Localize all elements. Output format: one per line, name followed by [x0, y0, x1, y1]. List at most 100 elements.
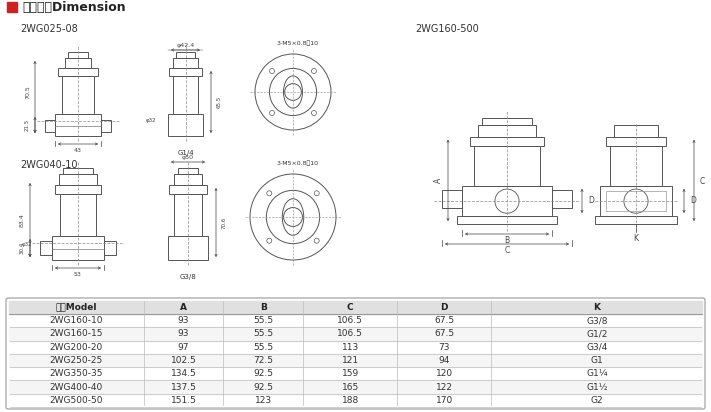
Bar — [104, 241, 116, 255]
Text: 92.5: 92.5 — [253, 369, 274, 378]
Text: A: A — [434, 178, 443, 183]
Bar — [173, 58, 198, 68]
Bar — [45, 120, 55, 132]
Text: 122: 122 — [436, 383, 453, 391]
Bar — [614, 125, 658, 137]
Text: 120: 120 — [436, 369, 453, 378]
Text: 170: 170 — [435, 396, 453, 405]
Text: G1: G1 — [591, 356, 604, 365]
Text: C: C — [700, 177, 705, 186]
Text: 2WG250-25: 2WG250-25 — [49, 356, 102, 365]
Text: 73: 73 — [439, 343, 450, 352]
Bar — [68, 52, 88, 58]
Text: 55.5: 55.5 — [253, 330, 274, 338]
Text: B: B — [260, 302, 267, 311]
Bar — [474, 146, 540, 186]
Text: 92.5: 92.5 — [253, 383, 274, 391]
Text: 123: 123 — [255, 396, 272, 405]
Bar — [470, 137, 544, 146]
Bar — [52, 236, 104, 260]
Text: 55.5: 55.5 — [253, 316, 274, 325]
Bar — [600, 186, 672, 216]
Text: 113: 113 — [342, 343, 359, 352]
Text: 134.5: 134.5 — [171, 369, 196, 378]
Bar — [9, 380, 702, 394]
Text: 外型尺寸Dimension: 外型尺寸Dimension — [22, 0, 126, 14]
Text: 106.5: 106.5 — [337, 316, 363, 325]
Text: 2WG200-20: 2WG200-20 — [49, 343, 102, 352]
Text: 137.5: 137.5 — [171, 383, 196, 391]
Text: 3-M5×0.8深10: 3-M5×0.8深10 — [277, 160, 319, 166]
Text: 72.5: 72.5 — [253, 356, 274, 365]
Text: 93: 93 — [178, 330, 189, 338]
Bar — [178, 168, 198, 174]
Bar — [40, 241, 52, 255]
Text: 67.5: 67.5 — [434, 316, 454, 325]
Bar — [168, 236, 208, 260]
Text: 93: 93 — [178, 316, 189, 325]
Bar — [610, 146, 662, 186]
Text: D: D — [440, 302, 448, 311]
Text: 2WG025-08: 2WG025-08 — [20, 24, 77, 34]
FancyBboxPatch shape — [6, 298, 705, 409]
Bar — [169, 68, 202, 76]
Text: 55.5: 55.5 — [253, 343, 274, 352]
Text: G3/8: G3/8 — [587, 316, 608, 325]
Text: G1¼: G1¼ — [587, 369, 608, 378]
Text: 65.5: 65.5 — [217, 96, 222, 108]
Text: K: K — [594, 302, 601, 311]
Bar — [552, 190, 572, 208]
Text: φ50: φ50 — [182, 155, 194, 160]
Text: 2WG040-10: 2WG040-10 — [20, 160, 77, 170]
Text: φ42.4: φ42.4 — [176, 43, 195, 48]
Text: 159: 159 — [342, 369, 359, 378]
Bar — [55, 185, 101, 194]
Text: 2WG160-15: 2WG160-15 — [49, 330, 102, 338]
Bar — [174, 174, 202, 185]
Text: D: D — [690, 197, 696, 205]
Bar — [62, 76, 94, 114]
Bar — [60, 194, 96, 236]
Bar — [176, 52, 195, 58]
Text: 2WG400-40: 2WG400-40 — [49, 383, 102, 391]
Bar — [55, 114, 101, 136]
Bar — [595, 216, 677, 224]
Text: 2WG160-10: 2WG160-10 — [49, 316, 102, 325]
Bar — [457, 216, 557, 224]
Bar — [442, 190, 462, 208]
Text: φ32: φ32 — [21, 241, 32, 246]
Text: 165: 165 — [342, 383, 359, 391]
Text: G1/4: G1/4 — [177, 150, 194, 156]
Text: 188: 188 — [342, 396, 359, 405]
Text: 83.4: 83.4 — [20, 213, 25, 227]
Text: 121: 121 — [342, 356, 359, 365]
Bar — [169, 185, 207, 194]
Text: 70.5: 70.5 — [25, 85, 30, 99]
Bar — [9, 327, 702, 341]
Bar — [173, 76, 198, 114]
Bar — [9, 354, 702, 367]
Text: 67.5: 67.5 — [434, 330, 454, 338]
Text: 型号Model: 型号Model — [55, 302, 97, 311]
Bar — [174, 194, 202, 236]
Bar — [101, 120, 111, 132]
Text: 2WG350-35: 2WG350-35 — [49, 369, 102, 378]
Text: 43: 43 — [74, 148, 82, 153]
Text: 70.6: 70.6 — [222, 216, 227, 229]
Bar — [606, 191, 666, 211]
Bar — [482, 118, 532, 125]
Text: φ32: φ32 — [145, 117, 156, 122]
Bar — [462, 186, 552, 216]
Bar — [606, 137, 666, 146]
Text: 102.5: 102.5 — [171, 356, 196, 365]
Bar — [59, 174, 97, 185]
Text: 2WG160-500: 2WG160-500 — [415, 24, 479, 34]
Text: 2WG500-50: 2WG500-50 — [49, 396, 102, 405]
Bar — [478, 125, 536, 137]
Text: G2: G2 — [591, 396, 604, 405]
Text: A: A — [180, 302, 187, 311]
Bar — [58, 68, 98, 76]
Text: 97: 97 — [178, 343, 189, 352]
Bar — [63, 168, 93, 174]
Text: 21.5: 21.5 — [25, 119, 30, 131]
